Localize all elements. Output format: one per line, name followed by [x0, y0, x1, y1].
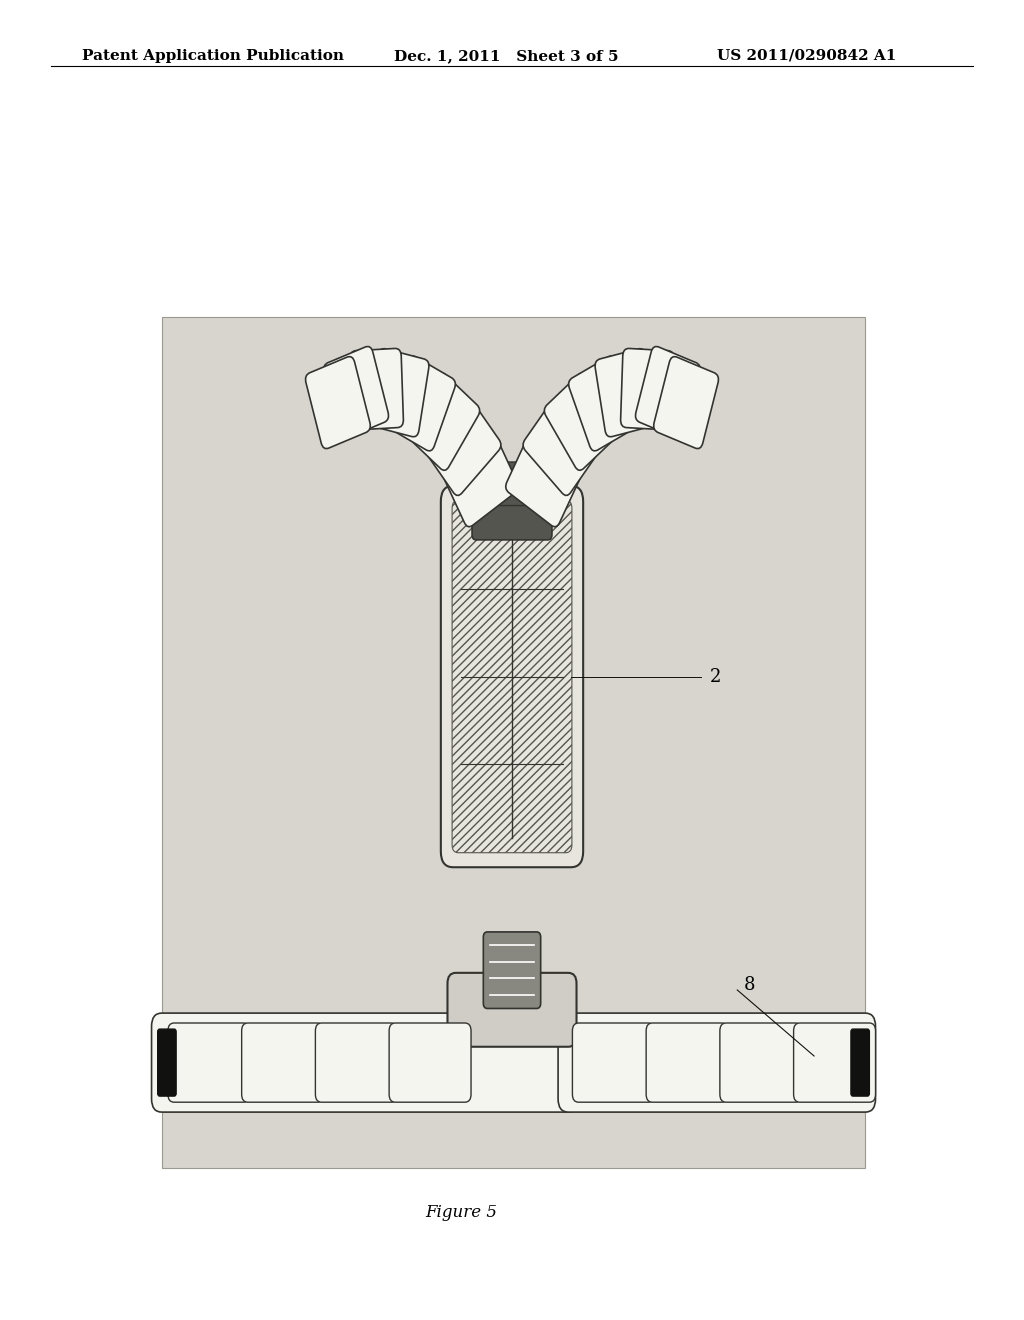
FancyBboxPatch shape: [369, 348, 429, 437]
FancyBboxPatch shape: [443, 434, 518, 527]
Text: US 2011/0290842 A1: US 2011/0290842 A1: [717, 49, 896, 63]
FancyBboxPatch shape: [152, 1014, 579, 1111]
FancyBboxPatch shape: [389, 1023, 471, 1102]
FancyBboxPatch shape: [558, 1014, 876, 1111]
Text: Patent Application Publication: Patent Application Publication: [82, 49, 344, 63]
Text: Dec. 1, 2011   Sheet 3 of 5: Dec. 1, 2011 Sheet 3 of 5: [394, 49, 618, 63]
FancyBboxPatch shape: [646, 1023, 728, 1102]
Text: 8: 8: [743, 975, 755, 994]
FancyBboxPatch shape: [447, 973, 577, 1047]
FancyBboxPatch shape: [621, 348, 674, 430]
FancyBboxPatch shape: [483, 932, 541, 1008]
FancyBboxPatch shape: [636, 346, 700, 438]
FancyBboxPatch shape: [572, 1023, 654, 1102]
FancyBboxPatch shape: [568, 356, 637, 451]
FancyBboxPatch shape: [720, 1023, 802, 1102]
FancyBboxPatch shape: [350, 348, 403, 430]
FancyBboxPatch shape: [851, 1030, 869, 1096]
FancyBboxPatch shape: [387, 356, 456, 451]
FancyBboxPatch shape: [242, 1023, 324, 1102]
FancyBboxPatch shape: [653, 356, 719, 449]
FancyBboxPatch shape: [425, 399, 501, 495]
FancyBboxPatch shape: [440, 486, 584, 867]
FancyBboxPatch shape: [472, 490, 552, 540]
Text: 2: 2: [710, 668, 721, 685]
FancyBboxPatch shape: [794, 1023, 876, 1102]
FancyBboxPatch shape: [162, 317, 865, 1168]
FancyBboxPatch shape: [545, 372, 617, 470]
FancyBboxPatch shape: [324, 346, 388, 438]
FancyBboxPatch shape: [506, 434, 581, 527]
FancyBboxPatch shape: [595, 348, 655, 437]
FancyBboxPatch shape: [158, 1030, 176, 1096]
FancyBboxPatch shape: [315, 1023, 397, 1102]
FancyBboxPatch shape: [168, 1023, 250, 1102]
FancyBboxPatch shape: [407, 372, 479, 470]
FancyBboxPatch shape: [305, 356, 371, 449]
FancyBboxPatch shape: [523, 399, 599, 495]
Text: Figure 5: Figure 5: [425, 1204, 497, 1221]
FancyBboxPatch shape: [489, 462, 535, 506]
